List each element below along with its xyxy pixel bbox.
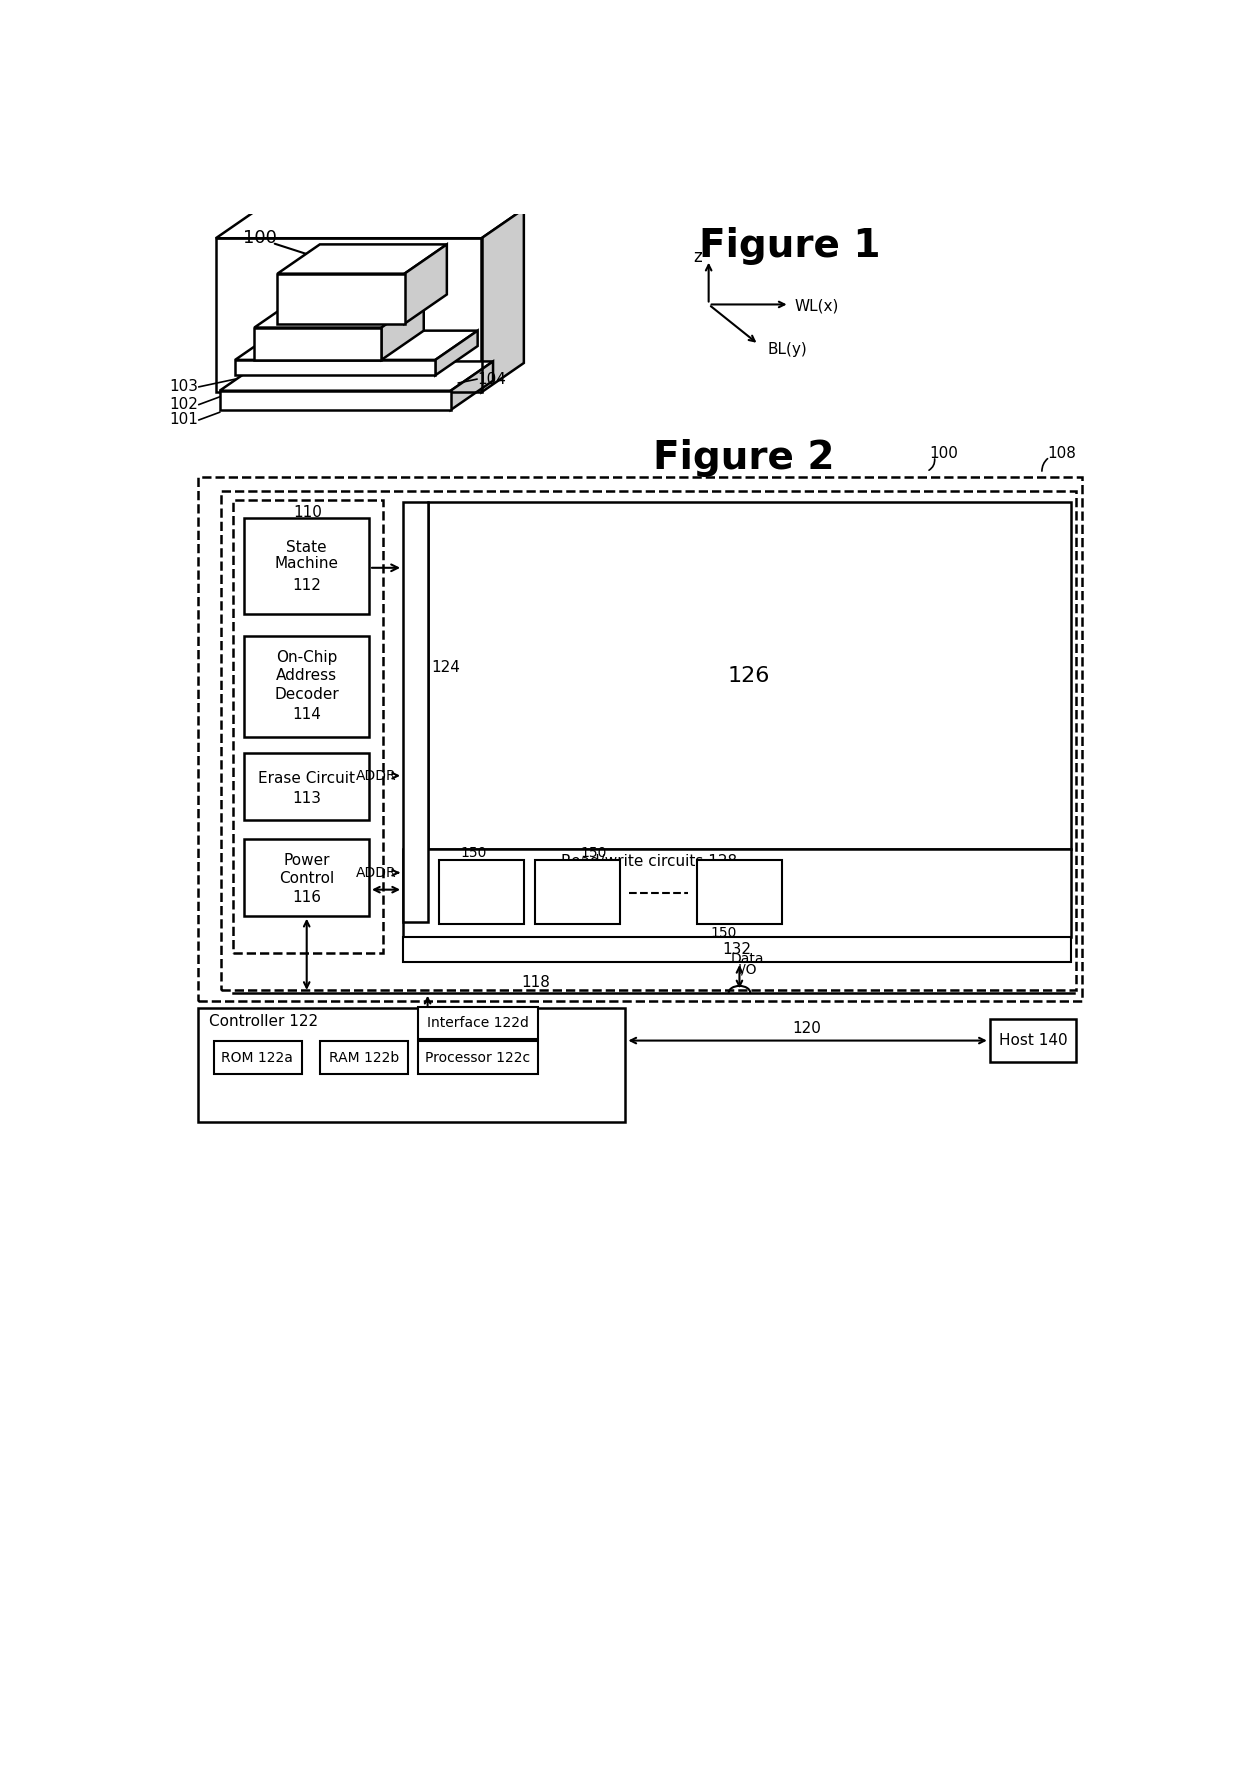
Text: 124: 124: [432, 660, 460, 675]
Polygon shape: [278, 274, 404, 324]
Text: SB1: SB1: [467, 901, 495, 915]
Polygon shape: [254, 328, 382, 360]
Text: Control: Control: [279, 872, 335, 886]
Bar: [439, 860, 523, 924]
Bar: [213, 1041, 303, 1075]
Text: 100: 100: [243, 230, 277, 247]
Text: 102: 102: [170, 397, 198, 411]
Text: 150: 150: [711, 926, 738, 940]
Bar: [418, 1007, 538, 1040]
Bar: [320, 1041, 408, 1075]
Text: 132: 132: [722, 942, 751, 958]
Polygon shape: [236, 360, 435, 376]
Polygon shape: [219, 361, 494, 390]
Polygon shape: [435, 331, 477, 376]
Text: 120: 120: [792, 1020, 822, 1036]
Text: Controller 122: Controller 122: [208, 1015, 317, 1029]
Text: Power: Power: [284, 853, 330, 869]
Text: z: z: [693, 247, 702, 265]
Polygon shape: [236, 331, 477, 360]
Text: Sense: Sense: [719, 870, 760, 885]
Bar: [244, 753, 370, 821]
Text: 101: 101: [170, 413, 198, 427]
Polygon shape: [219, 390, 450, 409]
Text: ROM 122a: ROM 122a: [222, 1050, 294, 1064]
Text: 108: 108: [1048, 447, 1076, 461]
Text: I/O: I/O: [738, 963, 756, 977]
Polygon shape: [254, 299, 424, 328]
Text: 104: 104: [477, 372, 506, 386]
Polygon shape: [278, 244, 446, 274]
Text: Block: Block: [463, 886, 501, 899]
Text: Interface 122d: Interface 122d: [427, 1016, 528, 1031]
Text: 100: 100: [930, 447, 959, 461]
Text: 116: 116: [293, 890, 321, 904]
Text: Block: Block: [559, 886, 596, 899]
Text: Sense: Sense: [461, 870, 502, 885]
Polygon shape: [481, 208, 523, 392]
Text: Decoder: Decoder: [274, 687, 339, 701]
Text: Erase Circuit: Erase Circuit: [258, 771, 355, 785]
Text: BLK0: BLK0: [289, 336, 327, 352]
Bar: [233, 500, 383, 952]
Text: On-Chip: On-Chip: [277, 650, 337, 664]
Text: Machine: Machine: [275, 557, 339, 571]
Bar: [990, 1018, 1076, 1063]
Text: 103: 103: [169, 379, 198, 395]
Text: WL(x): WL(x): [795, 299, 839, 313]
Text: 150: 150: [460, 846, 487, 860]
Bar: [428, 502, 1070, 849]
Text: BLK1: BLK1: [312, 292, 351, 308]
Text: BL(y): BL(y): [768, 342, 807, 356]
Bar: [536, 860, 620, 924]
Text: ADDR: ADDR: [356, 769, 397, 783]
Bar: [198, 477, 1083, 1000]
Text: SB2: SB2: [564, 901, 591, 915]
Text: Processor 122c: Processor 122c: [425, 1050, 531, 1064]
Text: Sense: Sense: [557, 870, 599, 885]
Text: SBp: SBp: [725, 901, 753, 915]
Polygon shape: [404, 244, 446, 324]
Text: Figure 2: Figure 2: [652, 440, 835, 477]
Bar: [244, 518, 370, 614]
Text: Address: Address: [277, 668, 337, 684]
Text: 112: 112: [293, 578, 321, 593]
Text: 113: 113: [293, 792, 321, 806]
Text: RAM 122b: RAM 122b: [329, 1050, 399, 1064]
Text: Host 140: Host 140: [998, 1032, 1068, 1048]
Bar: [403, 849, 1070, 938]
Polygon shape: [382, 299, 424, 360]
Text: Read/write circuits 128: Read/write circuits 128: [562, 854, 738, 869]
Bar: [244, 838, 370, 917]
Bar: [418, 1041, 538, 1075]
Text: ADDR: ADDR: [356, 865, 397, 879]
Bar: [221, 491, 1076, 990]
Polygon shape: [450, 361, 494, 409]
Text: 118: 118: [521, 975, 549, 990]
Bar: [403, 502, 428, 922]
Bar: [198, 1007, 625, 1121]
Text: Figure 1: Figure 1: [699, 226, 880, 265]
Text: 114: 114: [293, 707, 321, 721]
Text: 150: 150: [580, 846, 606, 860]
Text: Data: Data: [730, 952, 764, 967]
Bar: [244, 635, 370, 737]
Bar: [697, 860, 781, 924]
Text: Block: Block: [720, 886, 759, 899]
Text: 126: 126: [728, 666, 770, 685]
Bar: [403, 938, 1070, 961]
Text: State: State: [286, 539, 327, 555]
Text: 110: 110: [293, 506, 322, 520]
